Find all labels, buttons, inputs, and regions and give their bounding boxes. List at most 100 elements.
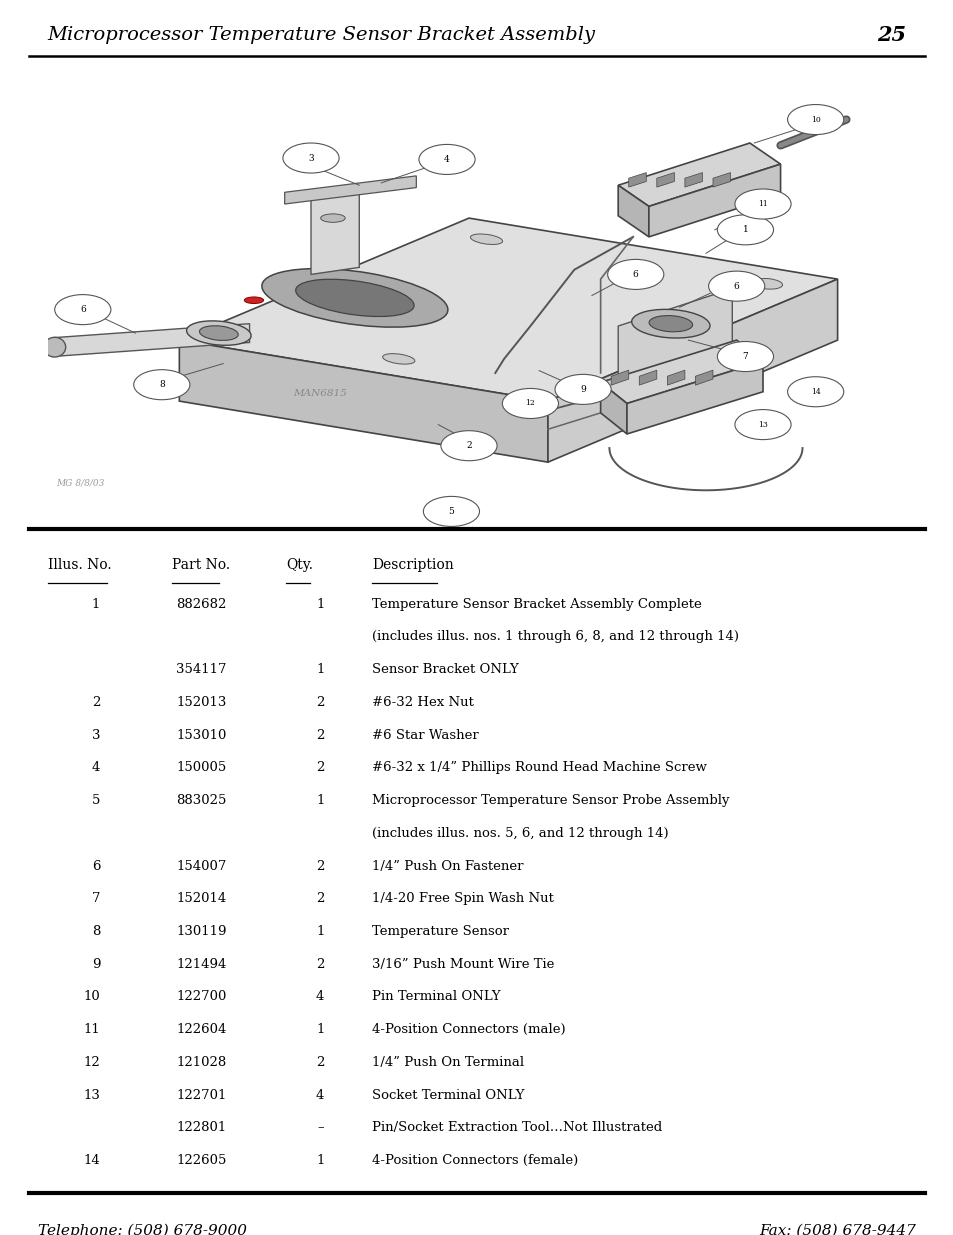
Text: 14: 14 [83,1153,100,1167]
Text: 4-Position Connectors (male): 4-Position Connectors (male) [372,1023,565,1036]
Ellipse shape [44,337,66,357]
Text: 1: 1 [315,663,324,677]
Text: 6: 6 [80,305,86,314]
Text: 6: 6 [733,282,739,290]
Text: 2: 2 [466,441,472,451]
Text: 153010: 153010 [176,729,227,742]
Text: 4-Position Connectors (female): 4-Position Connectors (female) [372,1153,578,1167]
Text: Part No.: Part No. [172,558,230,572]
Text: 122801: 122801 [176,1121,227,1135]
Text: 6: 6 [632,270,638,279]
Circle shape [787,105,842,135]
Text: 130119: 130119 [176,925,227,939]
Ellipse shape [199,326,238,341]
Text: 11: 11 [758,200,767,207]
Text: 4: 4 [315,1089,324,1102]
Text: 7: 7 [91,892,100,905]
Circle shape [555,374,611,404]
Text: 4: 4 [315,990,324,1004]
Text: 7: 7 [741,352,747,361]
Circle shape [283,143,338,173]
Text: 11: 11 [83,1023,100,1036]
Text: 9: 9 [579,385,585,394]
Text: Telephone: (508) 678-9000: Telephone: (508) 678-9000 [38,1224,247,1235]
Ellipse shape [295,279,414,316]
Circle shape [787,377,842,406]
Circle shape [708,272,764,301]
Circle shape [133,369,190,400]
Polygon shape [639,370,656,385]
Text: 2: 2 [315,697,324,709]
Text: 1: 1 [315,925,324,939]
Text: 14: 14 [810,388,820,395]
Text: 354117: 354117 [176,663,227,677]
Text: 13: 13 [758,421,767,429]
Text: 121028: 121028 [176,1056,227,1070]
Ellipse shape [470,233,502,245]
Text: 1/4-20 Free Spin Wash Nut: 1/4-20 Free Spin Wash Nut [372,892,554,905]
Text: 122605: 122605 [176,1153,227,1167]
Circle shape [502,389,558,419]
Text: 25: 25 [877,25,905,44]
Text: 2: 2 [315,1056,324,1070]
Text: Sensor Bracket ONLY: Sensor Bracket ONLY [372,663,518,677]
Ellipse shape [752,278,781,289]
Polygon shape [648,164,780,237]
Circle shape [734,410,790,440]
Polygon shape [547,279,837,462]
Circle shape [717,215,773,245]
Circle shape [734,189,790,219]
Text: 122604: 122604 [176,1023,227,1036]
Polygon shape [618,185,648,237]
Polygon shape [284,175,416,204]
Text: 4: 4 [91,761,100,774]
Polygon shape [611,370,628,385]
Polygon shape [712,173,730,188]
Polygon shape [311,185,359,274]
Text: 3: 3 [91,729,100,742]
Text: 1: 1 [315,794,324,808]
Text: Temperature Sensor Bracket Assembly Complete: Temperature Sensor Bracket Assembly Comp… [372,598,701,611]
Text: 150005: 150005 [176,761,227,774]
Text: 8: 8 [159,380,165,389]
Ellipse shape [261,268,448,327]
Text: 122700: 122700 [176,990,227,1004]
Text: Temperature Sensor: Temperature Sensor [372,925,509,939]
Polygon shape [179,340,547,462]
Text: 2: 2 [315,761,324,774]
Polygon shape [52,324,250,357]
Polygon shape [600,340,762,404]
Text: 152013: 152013 [176,697,227,709]
Text: 10: 10 [83,990,100,1004]
Text: MAN6815: MAN6815 [294,389,347,399]
Text: 5: 5 [91,794,100,808]
Circle shape [423,496,479,526]
Circle shape [607,259,663,289]
Text: Fax: (508) 678-9447: Fax: (508) 678-9447 [759,1224,915,1235]
Text: 5: 5 [448,506,454,516]
Text: 8: 8 [91,925,100,939]
Text: 13: 13 [83,1089,100,1102]
Polygon shape [618,289,732,396]
Text: 152014: 152014 [176,892,227,905]
Text: –: – [317,1121,324,1135]
Polygon shape [618,143,780,206]
Text: (includes illus. nos. 5, 6, and 12 through 14): (includes illus. nos. 5, 6, and 12 throu… [372,827,668,840]
Text: (includes illus. nos. 1 through 6, 8, and 12 through 14): (includes illus. nos. 1 through 6, 8, an… [372,630,739,643]
Polygon shape [667,370,684,385]
Text: 2: 2 [315,860,324,873]
Text: Qty.: Qty. [286,558,313,572]
Text: 883025: 883025 [176,794,227,808]
Text: 1: 1 [315,598,324,611]
Text: 10: 10 [810,116,820,124]
Text: 12: 12 [83,1056,100,1070]
Text: #6-32 Hex Nut: #6-32 Hex Nut [372,697,474,709]
Polygon shape [656,173,674,188]
Text: #6 Star Washer: #6 Star Washer [372,729,478,742]
Text: 154007: 154007 [176,860,227,873]
Circle shape [54,295,111,325]
Ellipse shape [631,309,709,338]
Text: Microprocessor Temperature Sensor Probe Assembly: Microprocessor Temperature Sensor Probe … [372,794,729,808]
Text: 2: 2 [315,958,324,971]
Text: 122701: 122701 [176,1089,227,1102]
